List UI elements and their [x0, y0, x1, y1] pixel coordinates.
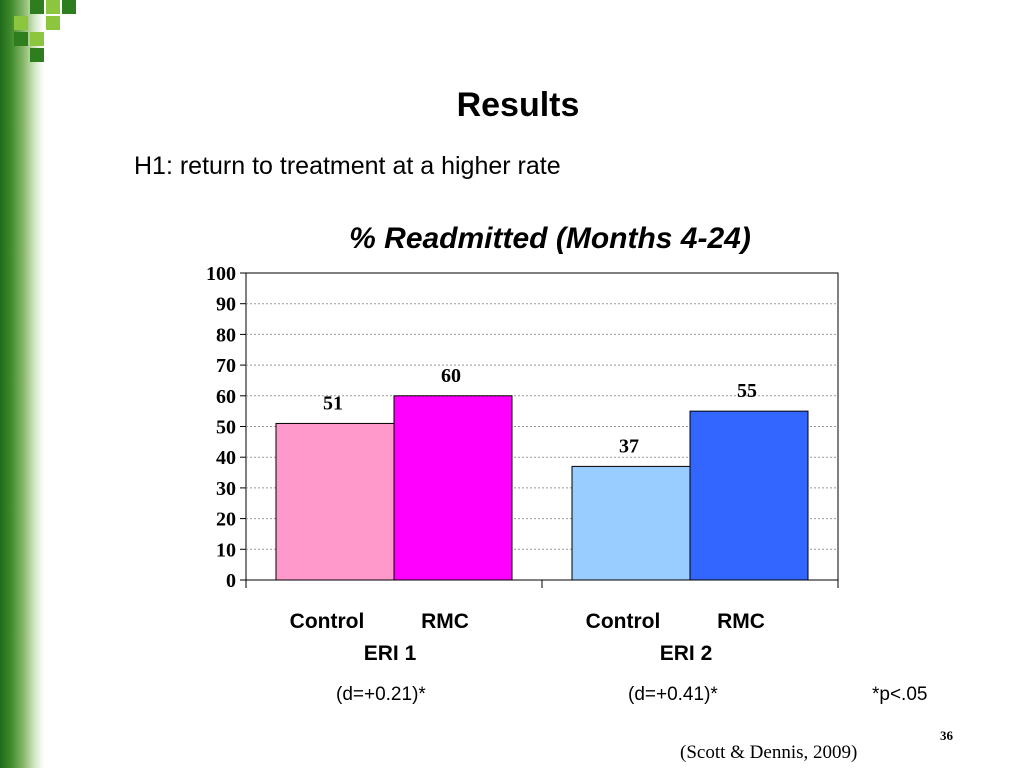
x-category-label: Control	[586, 610, 661, 633]
y-tick-label: 70	[216, 355, 236, 377]
chart-title: % Readmitted (Months 4-24)	[349, 222, 751, 255]
checkmark-logo-icon	[0, 0, 80, 64]
y-tick-label: 80	[216, 324, 236, 346]
y-tick-label: 20	[216, 509, 236, 531]
citation: (Scott & Dennis, 2009)	[680, 742, 858, 763]
y-tick-label: 100	[206, 263, 236, 285]
y-tick-label: 90	[216, 294, 236, 316]
footnote-significance: *p<.05	[872, 684, 928, 705]
data-label: 60	[441, 365, 461, 387]
slide-subtitle: H1: return to treatment at a higher rate	[134, 152, 561, 180]
x-category-label: RMC	[421, 610, 469, 633]
y-tick-label: 0	[226, 570, 236, 592]
slide-title: Results	[456, 86, 580, 124]
bar	[275, 422, 395, 581]
x-category-label: RMC	[717, 610, 765, 633]
x-category-label: Control	[290, 610, 365, 633]
y-tick-label: 40	[216, 447, 236, 469]
page-number: 36	[940, 728, 953, 743]
y-tick-label: 50	[216, 417, 236, 439]
y-tick-label: 10	[216, 539, 236, 561]
footnote-eri1-effect: (d=+0.21)*	[336, 684, 426, 705]
bar-chart: 0 10 20 30 40 50 60 70 80 90 100 51 Control 60 RMC 37 Co…	[206, 263, 839, 665]
x-group-label: ERI 1	[364, 642, 417, 665]
left-decorative-bar	[0, 0, 44, 768]
y-tick-label: 60	[216, 386, 236, 408]
data-label: 55	[737, 380, 757, 402]
bar	[571, 465, 691, 581]
footnote-eri2-effect: (d=+0.41)*	[628, 684, 718, 705]
y-tick-label: 30	[216, 478, 236, 500]
bar	[689, 410, 809, 581]
x-group-label: ERI 2	[660, 642, 713, 665]
data-label: 51	[323, 392, 343, 414]
data-label: 37	[619, 435, 639, 457]
bar	[393, 395, 513, 581]
